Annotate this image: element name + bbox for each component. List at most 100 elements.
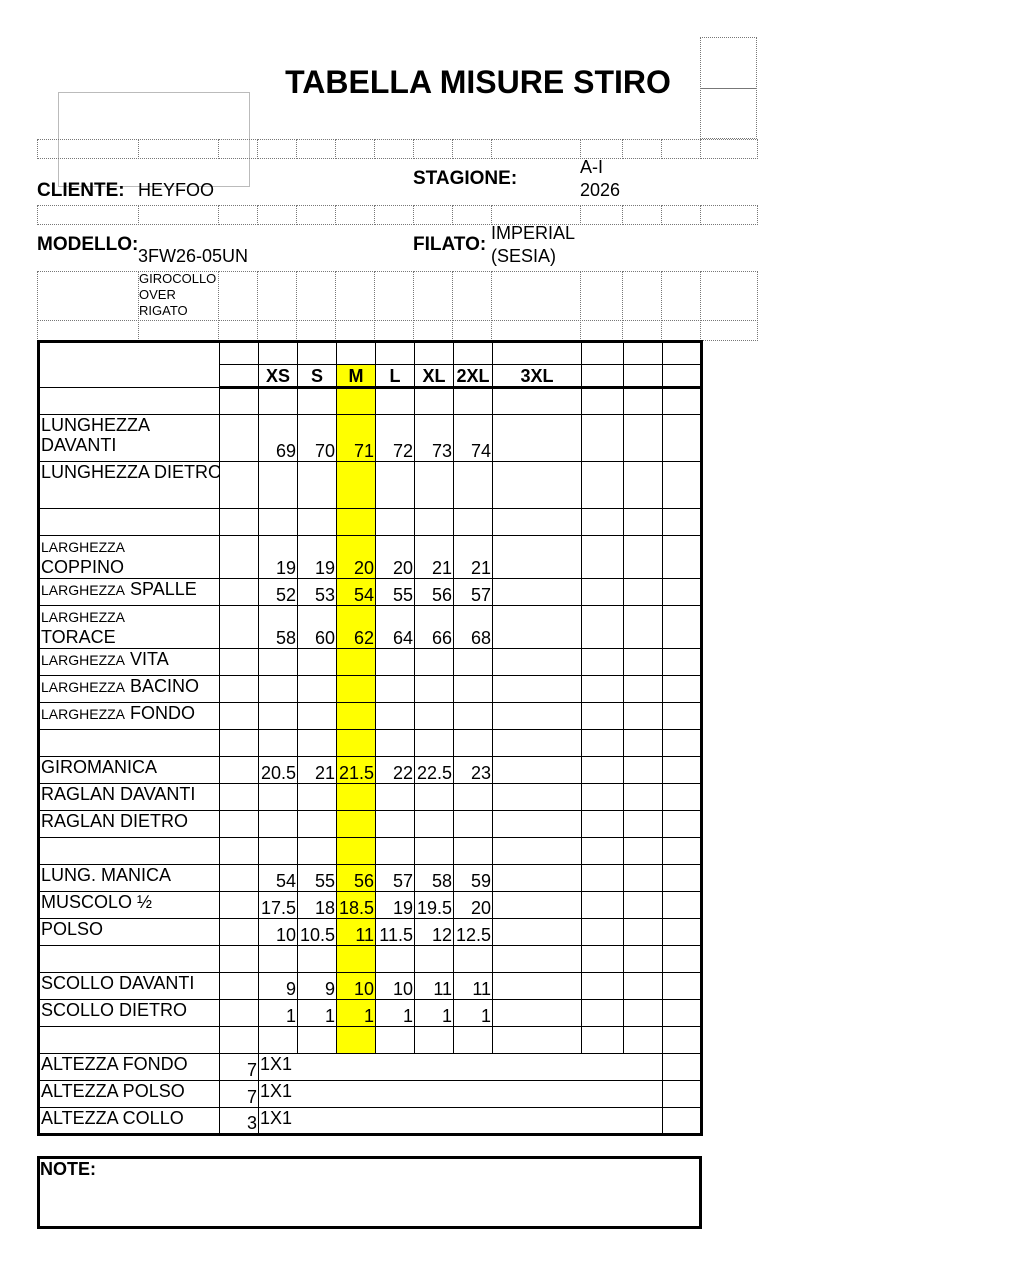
finishing-stitch: 1X1 <box>258 1107 663 1135</box>
value-cell-s <box>297 508 337 536</box>
grid-cell <box>218 271 258 321</box>
value-cell-2xl: 12.5 <box>453 918 493 946</box>
value-cell-l <box>375 783 415 811</box>
notes-box[interactable]: NOTE: <box>37 1156 702 1229</box>
row-label <box>38 1026 220 1054</box>
empty-cell <box>623 999 663 1027</box>
grid-cell <box>296 320 336 341</box>
value-cell-l: 19 <box>375 891 415 919</box>
value-cell-3xl <box>492 837 582 865</box>
empty-cell <box>219 783 259 811</box>
header-cell <box>219 341 259 365</box>
value-cell-s: 55 <box>297 864 337 892</box>
empty-cell <box>581 605 624 649</box>
table-row <box>38 837 702 865</box>
value-cell-xs <box>258 729 298 757</box>
grid-cell <box>580 271 623 321</box>
value-cell-xs <box>258 810 298 838</box>
grid-cell <box>335 320 375 341</box>
value-cell-3xl <box>492 578 582 606</box>
value-cell-2xl: 23 <box>453 756 493 784</box>
finishing-row: ALTEZZA POLSO 7 1X1 <box>38 1080 702 1108</box>
grid-cell <box>700 320 758 341</box>
value-cell-2xl: 11 <box>453 972 493 1000</box>
grid-cell <box>257 205 297 225</box>
empty-cell <box>662 387 702 415</box>
value-cell-l: 10 <box>375 972 415 1000</box>
empty-cell <box>219 945 259 973</box>
size-header-row: XS S M L XL 2XL 3XL <box>39 364 702 389</box>
header-cell <box>258 341 298 365</box>
value-cell-2xl: 57 <box>453 578 493 606</box>
value-cell-3xl <box>492 702 582 730</box>
grid-cell <box>335 205 375 225</box>
empty-cell <box>623 461 663 509</box>
description-line: OVER <box>139 287 176 302</box>
value-cell-3xl <box>492 1026 582 1054</box>
row-label-text: POLSO <box>41 919 104 940</box>
value-cell-3xl <box>492 999 582 1027</box>
header-cell <box>336 341 376 365</box>
header-cell <box>219 364 259 389</box>
grid-cell <box>257 271 297 321</box>
grid-cell <box>413 271 453 321</box>
empty-cell <box>623 729 663 757</box>
value-cell-xl: 1 <box>414 999 454 1027</box>
value-cell-s: 21 <box>297 756 337 784</box>
value-cell-l <box>375 387 415 415</box>
value-cell-m <box>336 1026 376 1054</box>
value-cell-s: 18 <box>297 891 337 919</box>
size-header-s: S <box>297 364 337 389</box>
empty-cell <box>662 578 702 606</box>
table-row: RAGLAN DAVANTI <box>38 783 702 811</box>
value-cell-xs <box>258 508 298 536</box>
row-label <box>38 729 220 757</box>
value-cell-3xl <box>492 648 582 676</box>
finishing-label: ALTEZZA FONDO <box>38 1053 220 1081</box>
value-cell-3xl <box>492 387 582 415</box>
value-cell-s <box>297 810 337 838</box>
finishing-row: ALTEZZA FONDO 7 1X1 <box>38 1053 702 1081</box>
row-label-text: LUNGHEZZA DIETRO <box>41 462 220 483</box>
value-cell-m <box>336 461 376 509</box>
header-cell <box>623 364 663 389</box>
empty-cell <box>662 999 702 1027</box>
value-cell-xl <box>414 702 454 730</box>
table-row <box>38 729 702 757</box>
row-label-prefix: LARGHEZZA <box>41 652 126 668</box>
empty-cell <box>581 918 624 946</box>
grid-cell <box>661 271 701 321</box>
empty-cell <box>623 675 663 703</box>
empty-cell <box>662 1053 702 1081</box>
value-cell-xl <box>414 945 454 973</box>
value-cell-xs <box>258 675 298 703</box>
row-label-text: BACINO <box>130 676 200 697</box>
value-cell-xs <box>258 837 298 865</box>
grid-cell <box>138 139 219 159</box>
empty-cell <box>219 1026 259 1054</box>
modello-label: MODELLO: <box>37 234 139 255</box>
row-label-text: GIROMANICA <box>41 757 158 778</box>
value-cell-3xl <box>492 756 582 784</box>
value-cell-2xl <box>453 1026 493 1054</box>
value-cell-m <box>336 675 376 703</box>
empty-cell <box>623 864 663 892</box>
grid-cell <box>374 205 414 225</box>
empty-cell <box>662 945 702 973</box>
value-cell-m <box>336 702 376 730</box>
empty-cell <box>623 972 663 1000</box>
value-cell-xl <box>414 1026 454 1054</box>
value-cell-s: 70 <box>297 414 337 462</box>
empty-cell <box>662 783 702 811</box>
grid-cell <box>374 320 414 341</box>
empty-cell <box>662 837 702 865</box>
row-label: LARGHEZZA SPALLE <box>38 578 220 606</box>
value-cell-3xl <box>492 972 582 1000</box>
empty-cell <box>581 387 624 415</box>
empty-cell <box>581 702 624 730</box>
value-cell-2xl <box>453 675 493 703</box>
value-cell-m: 21.5 <box>336 756 376 784</box>
empty-cell <box>623 783 663 811</box>
empty-cell <box>581 675 624 703</box>
table-row: LUNG. MANICA 54 55 56 57 58 59 <box>38 864 702 892</box>
